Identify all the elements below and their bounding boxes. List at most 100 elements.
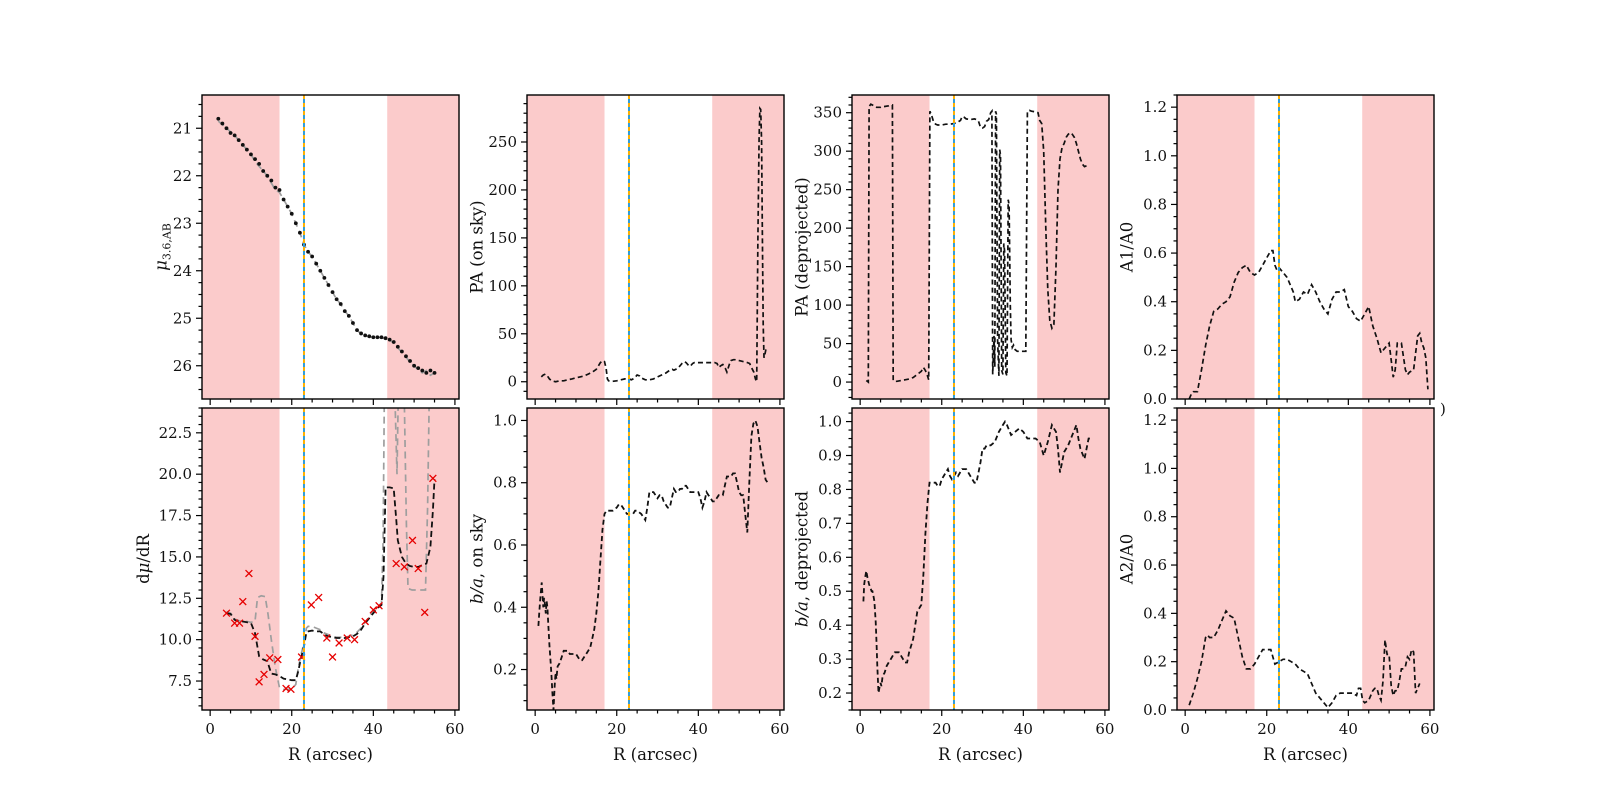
series-gradient-black-dashed <box>226 479 436 682</box>
panel-pa-sky: 0 50 100 150 200 250 PA (on sky) <box>468 94 785 405</box>
axes-border <box>851 407 1110 711</box>
axes-border <box>1176 94 1435 400</box>
series-group-pa-dep <box>865 103 1089 384</box>
y-tick-label: 200 <box>813 219 842 237</box>
y-axis-label: PA (on sky) <box>468 200 487 293</box>
x-axis-label: R (arcsec) <box>938 745 1023 764</box>
x-tick-label: 0 <box>530 720 540 738</box>
y-tick-label: 21 <box>173 119 192 137</box>
y-tick-label: 100 <box>488 277 517 295</box>
y-ticks <box>521 103 527 392</box>
series-pa-on-sky-profile <box>540 106 768 383</box>
y-tick-label: 23 <box>173 214 192 232</box>
y-tick-label: 0.6 <box>1143 244 1167 262</box>
y-tick-label: 150 <box>813 258 842 276</box>
y-tick-label: 0 <box>507 373 517 391</box>
shaded-band-inner <box>852 408 930 710</box>
y-tick-label: 12.5 <box>159 589 192 607</box>
series-axis-ratio-on-sky <box>537 418 769 710</box>
panel-pa-dep: 0 50 100 150 200 250 300 350 PA (deprojected) <box>793 94 1110 405</box>
y-tick-label: 1.2 <box>1143 411 1167 429</box>
x-ticks <box>534 399 781 405</box>
x-tick-label: 60 <box>770 720 789 738</box>
panel-a1: 0.0 0.2 0.4 0.6 0.8 1.0 1.2 A1/A0 <box>1118 94 1435 408</box>
shaded-band-outer <box>1037 95 1109 399</box>
y-tick-label: 0.3 <box>818 650 842 668</box>
y-tick-label: 7.5 <box>168 672 192 690</box>
x-tick-label: 0 <box>1180 720 1190 738</box>
y-tick-label: 0.0 <box>1143 701 1167 719</box>
y-tick-label: 100 <box>813 296 842 314</box>
series-group-pa-sky <box>540 106 768 383</box>
x-ticks <box>1184 399 1431 405</box>
shaded-band-outer <box>1037 408 1109 710</box>
x-tick-label: 20 <box>1257 720 1276 738</box>
panel-a2: 0.0 0.2 0.4 0.6 0.8 1.0 1.2 0 20 40 60 R (arcsec) A2… <box>1118 407 1439 764</box>
y-axis-label: PA (deprojected) <box>793 177 812 316</box>
y-ticks <box>846 412 852 711</box>
y-tick-label: 0.5 <box>818 582 842 600</box>
shaded-band-outer <box>1362 95 1434 399</box>
x-ticks <box>1184 710 1431 716</box>
panel-ba-dep: 0.2 0.3 0.4 0.5 0.6 0.7 0.8 0.9 1.0 0 20 40 60 R (arc… <box>793 407 1114 764</box>
y-tick-label: 20.0 <box>159 465 192 483</box>
shaded-band-inner <box>202 408 280 710</box>
panel-dmu: 7.5 10.0 12.5 15.0 17.5 20.0 22.5 0 20 40 60 R (arc… <box>134 407 464 764</box>
series-gradient-samples-red-x <box>222 474 437 694</box>
y-tick-label: 10.0 <box>159 631 192 649</box>
y-tick-label: 0.2 <box>1143 341 1167 359</box>
y-axis-label: dμ/dR <box>134 534 153 584</box>
shaded-band-inner <box>527 408 605 710</box>
x-tick-label: 40 <box>364 720 383 738</box>
y-ticks <box>1171 407 1177 711</box>
x-ticks <box>859 710 1106 716</box>
y-tick-label: 150 <box>488 229 517 247</box>
x-tick-label: 0 <box>855 720 865 738</box>
axes-border <box>851 94 1110 400</box>
series-pa-deprojected-profile <box>865 103 1089 384</box>
x-ticks <box>859 399 1106 405</box>
y-tick-label: 0.4 <box>1143 293 1167 311</box>
series-a2-a0-profile <box>1188 609 1421 709</box>
x-ticks <box>209 399 456 405</box>
series-group-dmu <box>222 408 437 694</box>
y-tick-label: 0.9 <box>818 447 842 465</box>
y-tick-label: 1.0 <box>1143 459 1167 477</box>
y-tick-label: 0.8 <box>1143 508 1167 526</box>
y-tick-label: 0.6 <box>493 536 517 554</box>
shaded-band-inner <box>527 95 605 399</box>
y-tick-label: 17.5 <box>159 507 192 525</box>
panel-mu: 21 22 23 24 25 26 μ3.6,AB <box>151 94 460 405</box>
y-tick-label: 24 <box>173 262 192 280</box>
y-tick-label: 0.2 <box>818 684 842 702</box>
x-tick-label: 40 <box>1014 720 1033 738</box>
clipped-text-fragment: ) <box>1440 400 1446 418</box>
y-tick-label: 0 <box>832 373 842 391</box>
y-axis-label: A2/A0 <box>1118 534 1137 585</box>
x-tick-label: 20 <box>607 720 626 738</box>
y-axis-label: A1/A0 <box>1118 222 1137 273</box>
shaded-band-outer <box>387 95 459 399</box>
x-ticks <box>534 710 781 716</box>
shaded-band-outer <box>1362 408 1434 710</box>
y-ticks <box>1171 94 1177 400</box>
y-tick-label: 25 <box>173 309 192 327</box>
y-tick-label: 1.2 <box>1143 98 1167 116</box>
shaded-band-inner <box>1177 408 1255 710</box>
shaded-band-inner <box>852 95 930 399</box>
axes-border <box>1176 407 1435 711</box>
x-tick-label: 60 <box>1095 720 1114 738</box>
y-tick-label: 50 <box>498 325 517 343</box>
y-axis-label: b/a, deprojected <box>793 490 812 627</box>
y-ticks <box>846 96 852 399</box>
x-axis-label: R (arcsec) <box>613 745 698 764</box>
shaded-band-inner <box>202 95 280 399</box>
series-gradient-model-gray <box>226 408 430 691</box>
x-ticks <box>209 710 456 716</box>
series-a1-a0-profile <box>1188 249 1429 399</box>
x-tick-label: 60 <box>1420 720 1439 738</box>
x-axis-label: R (arcsec) <box>288 745 373 764</box>
y-tick-label: 250 <box>488 133 517 151</box>
y-tick-label: 0.4 <box>1143 604 1167 622</box>
